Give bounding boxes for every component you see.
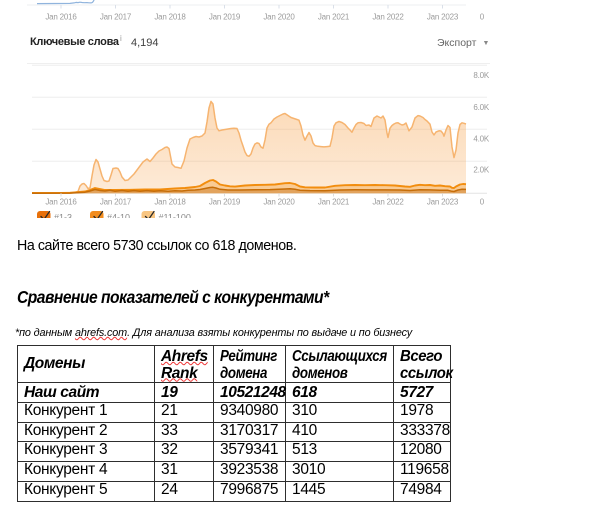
svg-text:Jan 2023: Jan 2023: [427, 198, 459, 207]
svg-text:Jan 2019: Jan 2019: [209, 198, 241, 207]
svg-text:0: 0: [480, 13, 485, 22]
svg-text:Jan 2020: Jan 2020: [263, 13, 295, 22]
svg-text:Jan 2017: Jan 2017: [100, 13, 132, 22]
svg-text:6.0K: 6.0K: [473, 103, 490, 112]
svg-text:Jan 2018: Jan 2018: [154, 13, 186, 22]
svg-text:Jan 2016: Jan 2016: [45, 13, 77, 22]
svg-text:Jan 2017: Jan 2017: [100, 198, 132, 207]
svg-text:Jan 2020: Jan 2020: [263, 198, 295, 207]
svg-text:Jan 2018: Jan 2018: [154, 198, 186, 207]
svg-text:Jan 2016: Jan 2016: [45, 198, 77, 207]
svg-text:0: 0: [480, 198, 485, 207]
svg-text:Jan 2021: Jan 2021: [318, 198, 350, 207]
svg-text:Jan 2022: Jan 2022: [372, 13, 404, 22]
svg-text:#11-100: #11-100: [159, 213, 191, 219]
svg-text:4.0K: 4.0K: [473, 135, 490, 144]
svg-text:Jan 2023: Jan 2023: [427, 13, 459, 22]
svg-text:Jan 2019: Jan 2019: [209, 13, 241, 22]
svg-text:Jan 2021: Jan 2021: [318, 13, 350, 22]
svg-text:#4-10: #4-10: [107, 213, 130, 219]
svg-text:2.0K: 2.0K: [473, 166, 490, 175]
svg-text:Jan 2022: Jan 2022: [372, 198, 404, 207]
svg-text:8.0K: 8.0K: [473, 71, 490, 80]
svg-text:#1-3: #1-3: [54, 213, 72, 219]
